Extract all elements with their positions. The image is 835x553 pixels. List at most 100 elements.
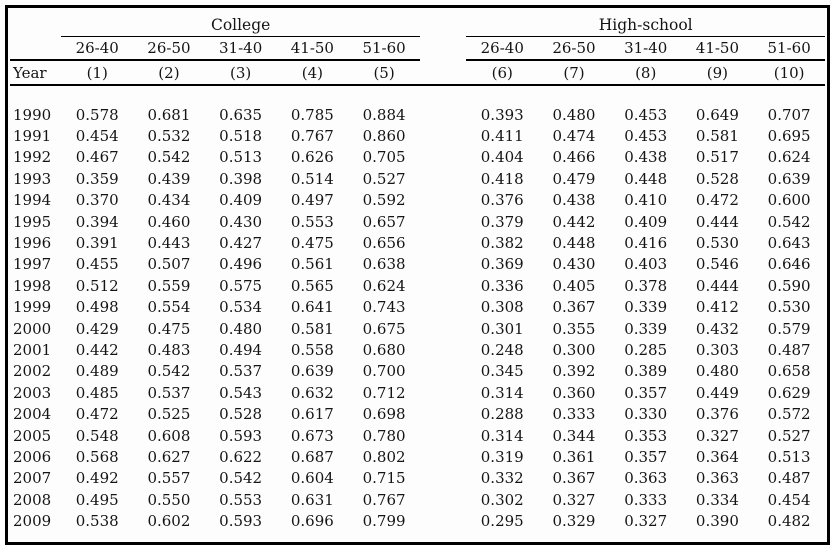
value-cell: 0.559 <box>147 276 191 295</box>
value-cell: 0.427 <box>219 234 263 253</box>
value-cell: 0.581 <box>695 127 739 146</box>
value-cell: 0.673 <box>290 426 334 445</box>
value-cell: 0.394 <box>75 212 119 231</box>
value-cell: 0.439 <box>147 169 191 188</box>
value-cell: 0.575 <box>219 276 263 295</box>
value-cell: 0.860 <box>362 127 406 146</box>
value-cell: 0.517 <box>695 148 739 167</box>
value-cell: 0.649 <box>695 105 739 124</box>
value-cell: 0.361 <box>552 447 596 466</box>
value-cell: 0.475 <box>147 319 191 338</box>
col-number-header: (10) <box>753 60 825 86</box>
value-cell: 0.518 <box>219 127 263 146</box>
statistics-table: College High-school 26-40 26-50 31-40 41… <box>10 8 825 532</box>
value-cell: 0.785 <box>290 105 334 124</box>
value-cell: 0.525 <box>147 405 191 424</box>
blank-year-cell <box>10 36 62 61</box>
value-cell: 0.357 <box>624 383 668 402</box>
value-cell: 0.513 <box>219 148 263 167</box>
value-cell: 0.438 <box>624 148 668 167</box>
blank-corner-cell <box>10 8 61 37</box>
year-cell: 2009 <box>13 512 52 531</box>
row-gap-cell <box>420 382 466 403</box>
col-number-header: (1) <box>61 60 134 86</box>
value-cell: 0.513 <box>767 447 811 466</box>
value-cell: 0.432 <box>695 319 739 338</box>
value-cell: 0.681 <box>147 105 191 124</box>
year-cell: 2003 <box>13 383 52 402</box>
value-cell: 0.626 <box>290 148 334 167</box>
value-cell: 0.700 <box>362 362 406 381</box>
value-cell: 0.592 <box>362 191 406 210</box>
year-cell: 1990 <box>13 105 52 124</box>
value-cell: 0.448 <box>624 169 668 188</box>
value-cell: 0.466 <box>552 148 596 167</box>
row-gap-cell <box>420 232 466 253</box>
value-cell: 0.379 <box>480 212 524 231</box>
value-cell: 0.767 <box>362 490 406 509</box>
age-header: 31-40 <box>609 36 682 61</box>
col-number-header: (2) <box>133 60 205 86</box>
group-header-row: College High-school <box>10 8 825 37</box>
value-cell: 0.514 <box>290 169 334 188</box>
value-cell: 0.442 <box>552 212 596 231</box>
year-cell: 2001 <box>13 340 52 359</box>
value-cell: 0.624 <box>362 276 406 295</box>
value-cell: 0.475 <box>290 234 334 253</box>
table-row: 1998 0.512 0.559 0.575 0.565 0.624 0.336 0.405 0… <box>10 275 825 296</box>
value-cell: 0.369 <box>480 255 524 274</box>
row-gap-cell <box>420 468 466 489</box>
value-cell: 0.327 <box>624 512 668 531</box>
row-gap-cell <box>420 125 466 146</box>
age-header: 26-50 <box>538 36 610 61</box>
group-header-highschool: High-school <box>466 8 825 37</box>
value-cell: 0.578 <box>75 105 119 124</box>
table-row: 1993 0.359 0.439 0.398 0.514 0.527 0.418 0.479 0… <box>10 168 825 189</box>
value-cell: 0.359 <box>75 169 119 188</box>
value-cell: 0.707 <box>767 105 811 124</box>
row-gap-cell <box>420 446 466 467</box>
age-header: 51-60 <box>348 36 420 61</box>
row-gap-cell <box>420 489 466 510</box>
table-row: 2006 0.568 0.627 0.622 0.687 0.802 0.319 0.361 0… <box>10 446 825 467</box>
value-cell: 0.314 <box>480 383 524 402</box>
value-cell: 0.389 <box>624 362 668 381</box>
value-cell: 0.410 <box>624 191 668 210</box>
col-number-header: (7) <box>538 60 610 86</box>
value-cell: 0.608 <box>147 426 191 445</box>
value-cell: 0.454 <box>767 490 811 509</box>
value-cell: 0.390 <box>695 512 739 531</box>
year-cell: 2007 <box>13 469 52 488</box>
value-cell: 0.657 <box>362 212 406 231</box>
row-gap-cell <box>420 211 466 232</box>
value-cell: 0.444 <box>695 212 739 231</box>
value-cell: 0.624 <box>767 148 811 167</box>
value-cell: 0.629 <box>767 383 811 402</box>
value-cell: 0.300 <box>552 340 596 359</box>
value-cell: 0.530 <box>767 298 811 317</box>
value-cell: 0.675 <box>362 319 406 338</box>
value-cell: 0.550 <box>147 490 191 509</box>
value-cell: 0.554 <box>147 298 191 317</box>
table-row: 2008 0.495 0.550 0.553 0.631 0.767 0.302 0.327 0… <box>10 489 825 510</box>
year-cell: 1999 <box>13 298 52 317</box>
table-row: 2007 0.492 0.557 0.542 0.604 0.715 0.332 0.367 0… <box>10 468 825 489</box>
value-cell: 0.884 <box>362 105 406 124</box>
value-cell: 0.329 <box>552 512 596 531</box>
value-cell: 0.453 <box>624 127 668 146</box>
year-cell: 2004 <box>13 405 52 424</box>
value-cell: 0.528 <box>695 169 739 188</box>
value-cell: 0.565 <box>290 276 334 295</box>
value-cell: 0.376 <box>695 405 739 424</box>
value-cell: 0.527 <box>362 169 406 188</box>
value-cell: 0.497 <box>290 191 334 210</box>
value-cell: 0.480 <box>552 105 596 124</box>
value-cell: 0.537 <box>219 362 263 381</box>
year-column-header: Year <box>10 60 62 86</box>
value-cell: 0.528 <box>219 405 263 424</box>
value-cell: 0.443 <box>147 234 191 253</box>
value-cell: 0.327 <box>695 426 739 445</box>
table-row: 2004 0.472 0.525 0.528 0.617 0.698 0.288 0.333 0… <box>10 403 825 424</box>
year-cell: 2002 <box>13 362 52 381</box>
value-cell: 0.449 <box>695 383 739 402</box>
